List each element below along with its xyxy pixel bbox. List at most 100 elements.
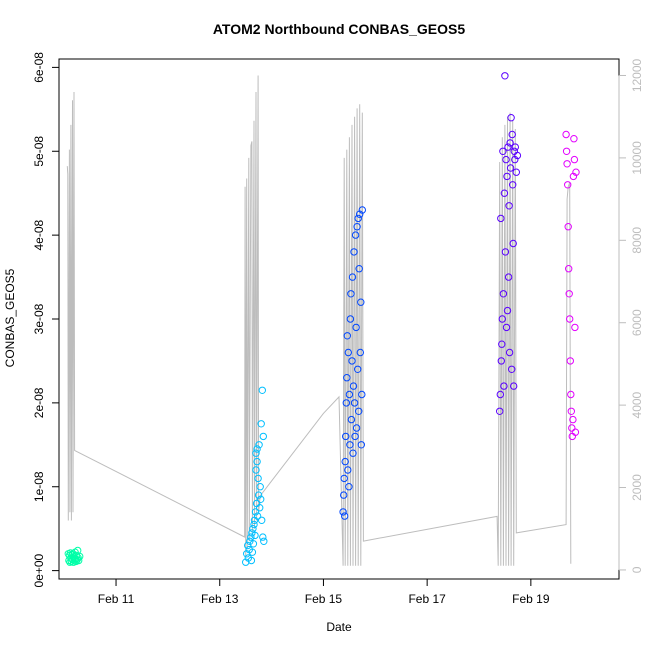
data-point — [342, 399, 350, 407]
y-right-tick-label: 2000 — [630, 474, 644, 501]
data-point — [503, 172, 511, 181]
data-point — [259, 533, 267, 541]
series-4 — [496, 72, 522, 415]
y-left-tick-label: 2e-08 — [32, 387, 46, 418]
data-point — [346, 441, 354, 449]
data-point — [496, 390, 504, 399]
x-axis-label: Date — [326, 620, 352, 634]
y-left-tick-label: 3e-08 — [32, 303, 46, 334]
data-point — [350, 248, 358, 256]
data-point — [252, 449, 260, 457]
data-point — [344, 466, 352, 474]
x-axis: Feb 11 Feb 13 Feb 15 Feb 17 Feb 19 — [98, 578, 550, 606]
data-point — [571, 428, 580, 436]
data-point — [348, 357, 356, 365]
data-point — [497, 357, 505, 365]
data-point — [358, 390, 366, 399]
data-point — [341, 512, 349, 520]
data-point — [499, 290, 508, 298]
data-point — [508, 130, 516, 139]
data-point — [251, 508, 260, 516]
data-point — [254, 474, 262, 483]
data-point — [247, 533, 255, 541]
data-point — [250, 520, 258, 529]
data-point — [505, 202, 513, 210]
data-point — [566, 357, 574, 365]
axis-layer: Feb 11 Feb 13 Feb 15 Feb 17 Feb 19 0e+00 1e-08… — [32, 52, 644, 606]
data-point — [564, 181, 572, 189]
y-left-tick-label: 4e-08 — [32, 219, 46, 250]
x-tick-label: Feb 13 — [201, 592, 239, 606]
x-tick-label: Feb 11 — [98, 592, 135, 606]
data-point — [257, 420, 265, 428]
data-point — [340, 474, 348, 483]
y-left-axis: 0e+00 1e-08 2e-08 3e-08 4e-08 5e-08 6e-08 — [32, 52, 60, 587]
data-point — [356, 348, 364, 357]
data-point — [512, 168, 520, 176]
data-point — [500, 189, 509, 197]
points-layer — [64, 72, 580, 566]
data-point — [258, 386, 266, 394]
data-point — [348, 273, 357, 281]
data-point — [509, 181, 517, 189]
data-point — [355, 407, 363, 415]
series-2 — [242, 386, 268, 566]
data-point — [503, 306, 512, 315]
x-tick-label: Feb 17 — [408, 592, 446, 606]
data-point — [506, 164, 515, 172]
data-point — [253, 445, 261, 453]
data-point — [345, 390, 354, 399]
data-point — [349, 382, 358, 390]
x-tick-label: Feb 15 — [305, 592, 343, 606]
data-point — [563, 160, 571, 168]
data-point — [340, 491, 348, 499]
data-point — [260, 537, 268, 545]
data-point — [352, 323, 360, 332]
altitude-layer — [66, 75, 572, 566]
y-right-tick-label: 6000 — [630, 309, 644, 336]
data-point — [341, 457, 349, 466]
data-point — [568, 424, 576, 432]
data-point — [256, 483, 264, 491]
data-point — [572, 168, 580, 176]
data-point — [570, 155, 579, 164]
data-point — [249, 540, 258, 548]
data-point — [565, 265, 573, 273]
data-point — [352, 424, 361, 432]
data-point — [511, 155, 519, 164]
data-point — [259, 432, 267, 441]
chart-title: ATOM2 Northbound CONBAS_GEOS5 — [213, 21, 465, 37]
series-3 — [339, 206, 366, 520]
data-point — [506, 139, 514, 147]
y-axis-label: CONBAS_GEOS5 — [3, 268, 17, 367]
data-point — [350, 399, 359, 407]
data-point — [75, 556, 83, 565]
data-point — [345, 483, 353, 491]
data-point — [504, 273, 513, 281]
data-point — [509, 239, 517, 248]
data-point — [496, 407, 504, 415]
data-point — [258, 516, 266, 524]
data-point — [249, 525, 257, 533]
y-right-tick-label: 0 — [630, 566, 644, 573]
data-point — [353, 223, 361, 231]
data-point — [511, 143, 519, 151]
data-point — [354, 214, 362, 223]
data-point — [347, 290, 355, 298]
data-point — [251, 531, 259, 540]
data-point — [355, 265, 363, 273]
data-point — [255, 441, 263, 449]
data-point — [253, 457, 261, 466]
data-point — [343, 374, 351, 382]
data-point — [510, 382, 518, 390]
y-left-tick-label: 5e-08 — [32, 136, 46, 167]
data-point — [562, 147, 571, 156]
data-point — [498, 315, 506, 323]
series-5 — [562, 130, 580, 441]
data-point — [498, 340, 506, 348]
data-point — [339, 508, 347, 516]
y-right-tick-label: 8000 — [630, 227, 644, 254]
data-point — [500, 382, 508, 390]
